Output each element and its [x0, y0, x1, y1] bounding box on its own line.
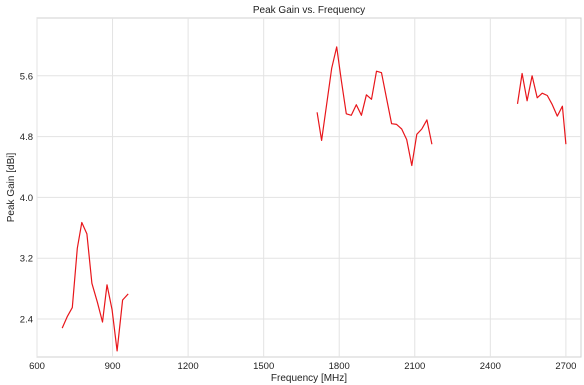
y-axis-ticks: 2.4 3.2 4.0 4.8 5.6	[20, 71, 33, 325]
x-tick-label: 600	[29, 361, 45, 372]
x-tick-label: 2700	[555, 361, 576, 372]
grid-lines	[36, 18, 581, 357]
x-axis-ticks: 600 900 1200 1500 1800 2100 2400 2700	[29, 361, 576, 372]
y-tick-label: 4.0	[20, 193, 33, 204]
y-tick-label: 4.8	[20, 132, 33, 143]
gain-line-segment	[316, 46, 433, 167]
gain-line-segment	[516, 72, 567, 145]
x-tick-label: 900	[105, 361, 121, 372]
series-lines	[61, 46, 567, 352]
x-tick-label: 1200	[178, 361, 199, 372]
x-tick-label: 2400	[480, 361, 501, 372]
x-tick-label: 2100	[404, 361, 425, 372]
y-tick-label: 5.6	[20, 71, 33, 82]
y-tick-label: 3.2	[20, 254, 33, 265]
y-tick-label: 2.4	[20, 314, 33, 325]
gain-line-segment	[61, 221, 129, 352]
chart-title: Peak Gain vs. Frequency	[253, 5, 365, 16]
x-tick-label: 1500	[253, 361, 274, 372]
x-tick-label: 1800	[329, 361, 350, 372]
plot-area	[36, 17, 582, 358]
y-axis-label: Peak Gain [dBi]	[6, 153, 17, 223]
x-axis-label: Frequency [MHz]	[271, 373, 347, 384]
